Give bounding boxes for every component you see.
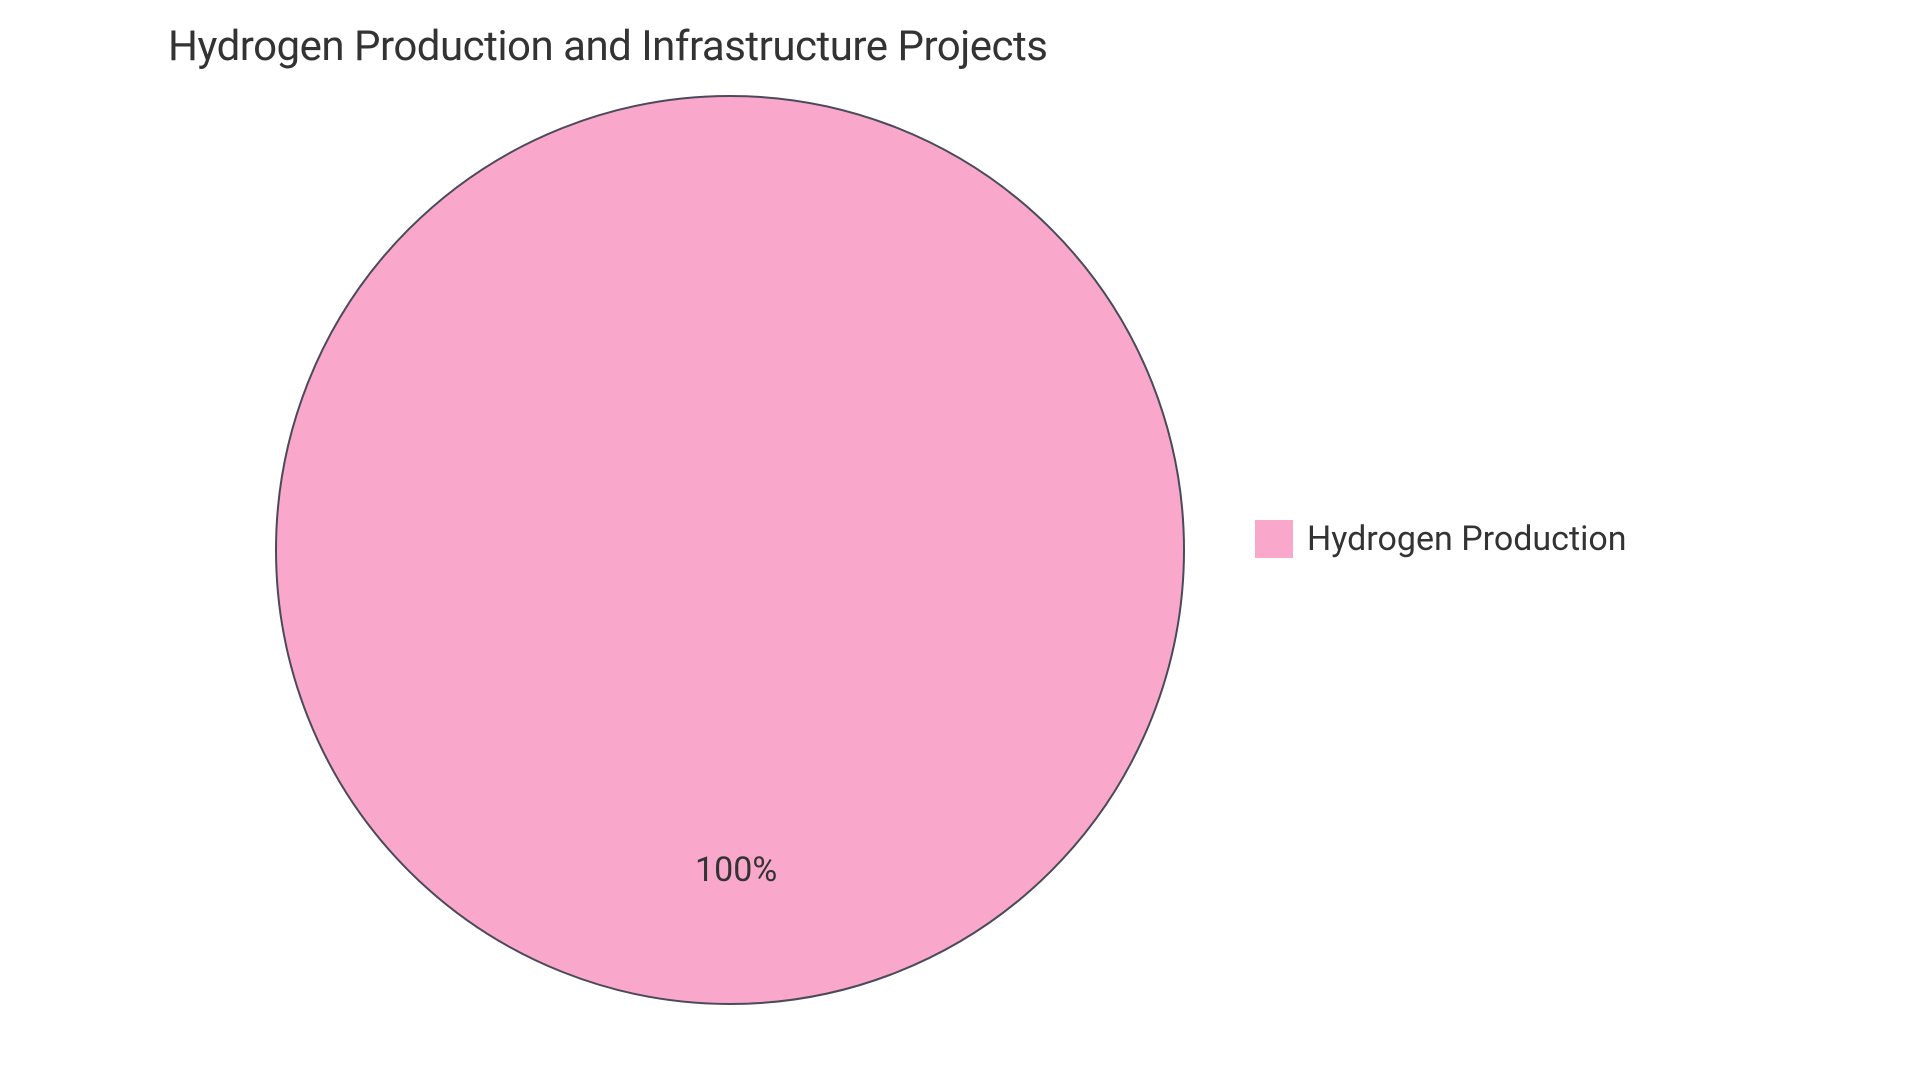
- legend-label-hydrogen-production: Hydrogen Production: [1307, 519, 1627, 559]
- legend-swatch-hydrogen-production: [1255, 520, 1293, 558]
- legend: Hydrogen Production: [1255, 519, 1627, 559]
- chart-title: Hydrogen Production and Infrastructure P…: [168, 22, 1047, 71]
- pie-data-label: 100%: [695, 850, 777, 890]
